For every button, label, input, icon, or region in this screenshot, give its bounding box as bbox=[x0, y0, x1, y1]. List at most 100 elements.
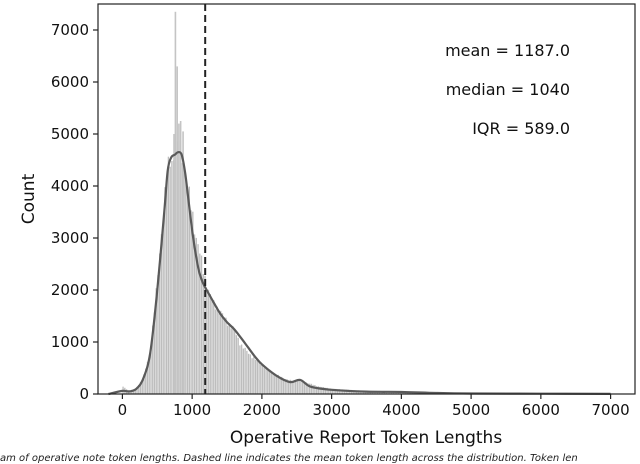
histogram-bar bbox=[303, 382, 306, 394]
histogram-bar bbox=[202, 274, 204, 394]
y-axis-label: Count bbox=[19, 173, 39, 224]
histogram-bar bbox=[228, 323, 231, 394]
histogram-bar bbox=[216, 306, 218, 394]
histogram-spike bbox=[179, 121, 182, 394]
histogram-bar bbox=[305, 382, 307, 394]
histogram-bar bbox=[340, 389, 342, 394]
histogram-bar bbox=[171, 160, 173, 394]
y-tick-label: 5000 bbox=[51, 125, 89, 143]
histogram-spike bbox=[182, 131, 184, 394]
histogram-bar bbox=[214, 309, 217, 394]
histogram-bar bbox=[183, 168, 185, 394]
histogram-spike bbox=[173, 134, 175, 394]
histogram-bar bbox=[188, 186, 190, 394]
histogram-bar bbox=[195, 237, 197, 394]
histogram-bar bbox=[233, 329, 236, 394]
figure-caption: am of operative note token lengths. Dash… bbox=[0, 453, 578, 464]
histogram-bar bbox=[152, 325, 154, 394]
y-tick-label: 1000 bbox=[51, 333, 89, 351]
histogram-bar bbox=[253, 356, 255, 394]
histogram-bar bbox=[300, 381, 302, 394]
histogram-bar bbox=[134, 388, 136, 394]
histogram-bar bbox=[256, 359, 258, 394]
histogram-bar bbox=[242, 348, 245, 394]
histogram-bar bbox=[167, 156, 170, 394]
histogram-bar bbox=[237, 337, 239, 394]
histogram-spike bbox=[178, 123, 180, 394]
histogram-bar bbox=[319, 386, 321, 394]
median-annotation: median = 1040 bbox=[446, 80, 570, 99]
x-tick-label: 7000 bbox=[591, 401, 629, 419]
histogram-bar bbox=[235, 335, 238, 394]
histogram-bar bbox=[286, 379, 288, 394]
y-axis-ticks: 0 1000 2000 3000 4000 5000 6000 7000 bbox=[51, 21, 98, 403]
histogram-bar bbox=[164, 187, 166, 394]
histogram-bar bbox=[254, 359, 257, 394]
histogram-bar bbox=[279, 376, 281, 394]
histogram-bar bbox=[272, 373, 274, 394]
x-tick-label: 4000 bbox=[382, 401, 420, 419]
histogram-bar bbox=[153, 312, 156, 394]
histogram-bar bbox=[293, 380, 295, 394]
histogram-bar bbox=[261, 365, 264, 394]
histogram-bar bbox=[333, 388, 335, 394]
histogram-bar bbox=[207, 289, 210, 394]
histogram-bar bbox=[213, 300, 215, 394]
histogram-bar bbox=[223, 317, 225, 394]
histogram-bar bbox=[190, 210, 192, 394]
histogram-spike bbox=[176, 66, 178, 395]
y-tick-label: 7000 bbox=[51, 21, 89, 39]
histogram-bar bbox=[338, 389, 340, 394]
histogram-bar bbox=[225, 317, 227, 394]
histogram-bar bbox=[314, 384, 316, 394]
histogram-bar bbox=[246, 350, 248, 394]
histogram-bar bbox=[265, 366, 267, 394]
histogram-bar bbox=[281, 376, 283, 394]
histogram-bar bbox=[211, 300, 213, 394]
histogram-bar bbox=[328, 388, 330, 394]
histogram-spike bbox=[174, 11, 177, 395]
histogram-bar bbox=[145, 368, 147, 394]
histogram-bar bbox=[268, 369, 271, 394]
histogram-bar bbox=[251, 358, 253, 394]
histogram-bar bbox=[270, 371, 272, 394]
histogram-bar bbox=[141, 380, 143, 394]
histogram-bar bbox=[326, 387, 328, 394]
histogram-bar bbox=[277, 374, 279, 394]
histogram-bar bbox=[221, 313, 224, 394]
x-tick-label: 5000 bbox=[452, 401, 490, 419]
histogram-bar bbox=[321, 386, 323, 394]
histogram-bar bbox=[162, 219, 164, 394]
histogram-bar bbox=[143, 374, 145, 394]
histogram-bar bbox=[322, 387, 325, 394]
histogram-bar bbox=[166, 182, 168, 394]
histogram-bar bbox=[267, 369, 269, 394]
kde-curve bbox=[108, 151, 611, 396]
histogram-bar bbox=[331, 388, 333, 394]
x-tick-label: 0 bbox=[118, 401, 128, 419]
histogram-bar bbox=[230, 328, 232, 394]
histogram-bar bbox=[258, 362, 260, 394]
x-tick-label: 1000 bbox=[173, 401, 211, 419]
histogram-bar bbox=[291, 380, 293, 394]
histogram-bar bbox=[197, 244, 199, 394]
x-tick-label: 3000 bbox=[313, 401, 351, 419]
histogram-bar bbox=[240, 344, 243, 394]
histogram-bar bbox=[249, 354, 252, 394]
histogram-bar bbox=[239, 345, 241, 394]
histogram-bar bbox=[150, 346, 152, 394]
histogram-bar bbox=[289, 379, 292, 394]
histogram-bar bbox=[263, 367, 265, 394]
x-tick-label: 6000 bbox=[522, 401, 560, 419]
histogram-bar bbox=[324, 387, 326, 394]
histogram-bar bbox=[275, 375, 278, 394]
histogram-bar bbox=[139, 381, 142, 394]
histogram-bar bbox=[155, 288, 157, 394]
axes-frame bbox=[97, 3, 636, 395]
histogram-bar bbox=[157, 275, 159, 394]
histogram-bar bbox=[159, 253, 161, 394]
histogram-bar bbox=[282, 378, 285, 394]
histogram-bar bbox=[301, 380, 304, 394]
histogram-bar bbox=[148, 355, 150, 394]
histogram-bar bbox=[193, 234, 196, 394]
